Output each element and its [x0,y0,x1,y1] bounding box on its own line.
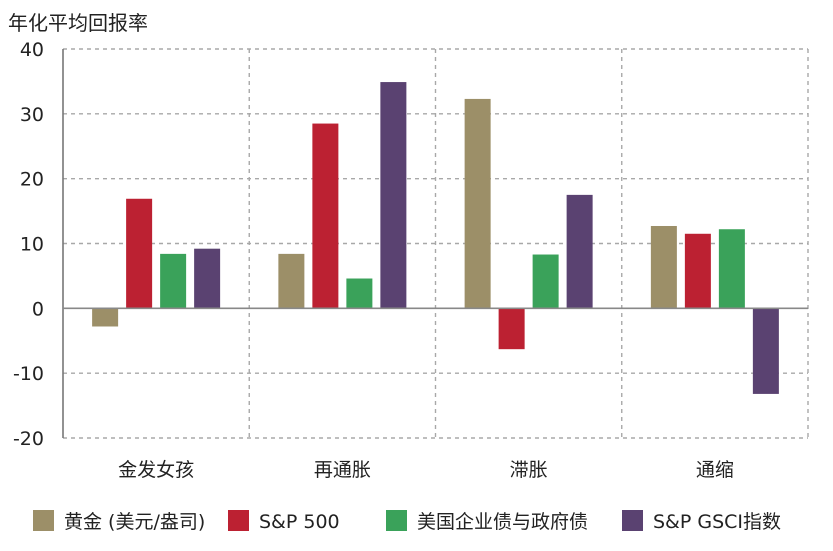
y-tick-label: 20 [20,169,44,191]
bar-3-2 [346,278,373,309]
bar-4-2 [380,82,407,309]
bar-4-3 [566,194,593,309]
legend-swatch [622,510,643,531]
labels-layer: 40 30 20 10 0 -10 -20 金发女孩 再通胀 滞胀 通缩 [13,39,734,481]
x-category-label: 金发女孩 [118,459,194,481]
bar-2-3 [498,308,525,350]
x-category-label: 通缩 [696,459,734,481]
bar-1-1 [92,308,119,327]
legend-item-1: 黄金 (美元/盎司) [33,510,205,533]
legend: 黄金 (美元/盎司) S&P 500 美国企业债与政府债 S&P GSCI指数 [33,510,781,533]
bar-2-2 [312,123,339,309]
legend-item-4: S&P GSCI指数 [622,510,781,533]
axes-layer [62,49,808,438]
bar-2-4 [684,233,711,309]
grid-layer [63,48,809,439]
legend-swatch [33,510,54,531]
x-category-label: 滞胀 [510,459,548,481]
legend-item-2: S&P 500 [228,510,340,533]
bar-3-4 [718,229,745,309]
legend-swatch [228,510,249,531]
y-tick-label: 10 [20,234,44,256]
bars-layer [92,82,779,394]
bar-2-1 [126,198,153,309]
legend-label: S&P 500 [259,511,340,533]
legend-label: 美国企业债与政府债 [417,511,588,533]
bar-1-2 [278,253,305,309]
bar-1-4 [650,225,677,309]
y-tick-label: 0 [32,298,44,320]
y-tick-label: 40 [20,39,44,61]
x-category-label: 再通胀 [314,459,371,481]
bar-1-3 [464,98,491,309]
y-axis-title: 年化平均回报率 [8,11,148,35]
bar-4-4 [752,308,779,394]
legend-swatch [386,510,407,531]
legend-item-3: 美国企业债与政府债 [386,510,588,533]
bar-3-3 [532,254,559,309]
legend-label: 黄金 (美元/盎司) [64,511,205,533]
y-tick-label: 30 [20,104,44,126]
y-tick-label: -10 [13,363,44,385]
legend-label: S&P GSCI指数 [653,511,781,533]
y-tick-label: -20 [13,428,44,450]
bar-3-1 [160,253,187,309]
bar-4-1 [194,248,221,309]
